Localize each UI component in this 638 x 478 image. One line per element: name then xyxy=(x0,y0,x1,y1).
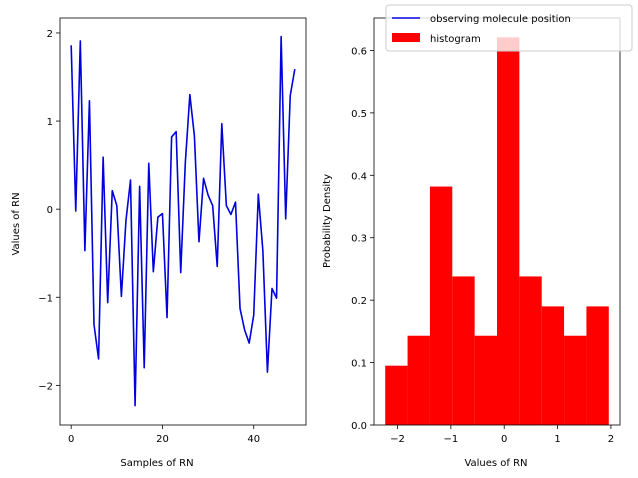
legend-label-line: observing molecule position xyxy=(430,14,571,25)
histogram-bar xyxy=(407,335,430,425)
legend-patch-swatch xyxy=(392,33,420,42)
line-chart-ytick-label: 2 xyxy=(47,29,53,40)
histogram-ytick-label: 0.6 xyxy=(351,46,367,57)
line-chart-xlabel: Samples of RN xyxy=(120,458,193,469)
histogram-bar xyxy=(519,276,542,425)
histogram-bar xyxy=(385,365,408,425)
line-chart-ytick-label: −2 xyxy=(38,381,53,392)
histogram-ytick-label: 0.0 xyxy=(351,421,367,432)
line-chart-xtick-label: 0 xyxy=(68,434,74,445)
legend-frame xyxy=(385,4,633,52)
line-chart-ylabel: Values of RN xyxy=(11,192,22,255)
line-chart-panel: Values of RN Samples of RN 0 20 40 −2 −1 0 1 2 xyxy=(11,17,307,469)
histogram-xtick-label: −2 xyxy=(390,434,405,445)
histogram-panel: Probability Density Values of RN −2 −1 0 1 2… xyxy=(322,17,621,469)
line-chart-plot-frame xyxy=(59,17,307,426)
histogram-bar xyxy=(452,276,475,425)
histogram-bar xyxy=(586,306,609,425)
histogram-ytick-label: 0.3 xyxy=(351,234,367,245)
line-chart-ytick-label: −1 xyxy=(38,293,53,304)
histogram-bar xyxy=(474,335,497,425)
legend: observing molecule position histogram xyxy=(385,4,633,52)
histogram-xlabel: Values of RN xyxy=(464,458,527,469)
histogram-ytick-label: 0.1 xyxy=(351,359,367,370)
histogram-bar xyxy=(429,186,453,425)
histogram-ytick-label: 0.4 xyxy=(351,171,367,182)
line-chart-ytick-label: 0 xyxy=(47,205,53,216)
histogram-bar xyxy=(497,37,520,425)
line-series-observing-molecule-position xyxy=(70,35,296,407)
histogram-bar xyxy=(564,335,587,425)
line-chart-xtick-label: 40 xyxy=(247,434,260,445)
histogram-xtick-label: 2 xyxy=(608,434,614,445)
histogram-ytick-label: 0.5 xyxy=(351,109,367,120)
legend-label-histogram: histogram xyxy=(430,34,481,45)
histogram-xtick-label: 1 xyxy=(554,434,560,445)
histogram-bar xyxy=(541,306,565,425)
histogram-ytick-label: 0.2 xyxy=(351,296,367,307)
line-chart-xtick-label: 20 xyxy=(156,434,169,445)
histogram-xtick-label: 0 xyxy=(501,434,507,445)
histogram-xtick-label: −1 xyxy=(443,434,458,445)
histogram-ylabel: Probability Density xyxy=(322,174,333,268)
line-chart-ytick-label: 1 xyxy=(47,117,53,128)
